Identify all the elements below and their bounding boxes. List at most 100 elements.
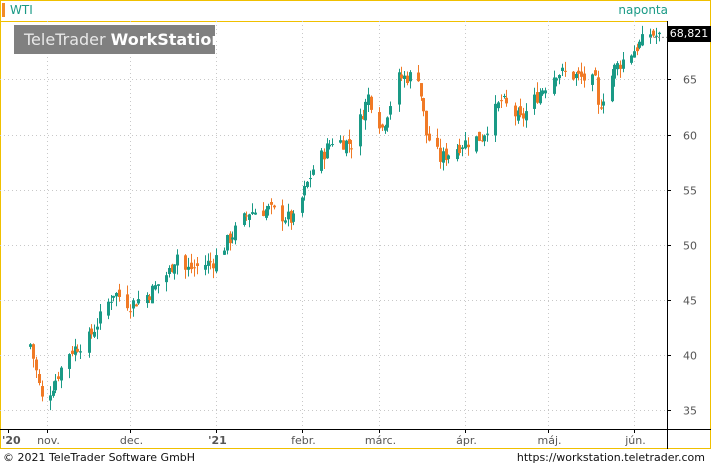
candle-body [345,140,348,154]
candle-body [558,75,561,79]
candle-body [458,144,461,153]
candle-body [367,94,370,106]
ytick-label-65: 65 [683,74,697,87]
watermark-bold: WorkStation [110,30,223,49]
candle-body [284,220,287,223]
candle-body [600,107,603,109]
candle-body [96,326,99,330]
candle-body [464,140,467,149]
xtick-label-4: febr. [291,434,316,447]
candle-body [633,51,636,58]
candle-body [541,90,544,95]
candle-body [74,346,77,355]
candle-body [500,100,503,102]
candle-body [544,90,547,94]
last-price-marker: 68,821 [667,26,711,42]
candle-body [171,264,174,272]
xtick-label-3: '21 [208,434,227,447]
xtick-label-1: nov. [37,434,60,447]
candle-body [267,205,270,210]
candle-body [262,210,265,216]
candle-body [309,178,312,180]
candle-body [154,285,157,290]
candle-body [173,264,176,274]
candle-body [204,264,207,270]
candle-body [57,376,60,379]
candle-body [41,386,44,397]
candle-body [151,285,154,304]
candle-body [209,261,212,263]
ytick-label-50: 50 [683,240,697,253]
candle-body [497,102,500,109]
symbol-label[interactable]: WTI [2,3,33,17]
chart-frame [0,0,711,449]
candle-body [187,266,190,270]
candle-body [422,98,425,112]
copyright-text: © 2021 TeleTrader Software GmbH [3,451,196,464]
candle-body [290,210,293,223]
candle-body [328,144,331,147]
candle-body [442,151,445,163]
candle-body [478,131,481,141]
candle-body [641,34,644,46]
candle-body [303,185,306,196]
candle-body [630,55,633,63]
candle-body [52,390,55,396]
candle-body [403,75,406,80]
candle-body [226,234,229,251]
candle-body [398,72,401,105]
source-url[interactable]: https://workstation.teletrader.com [516,451,705,464]
candle-body [79,351,82,353]
candle-body [129,311,132,313]
candle-body [649,34,652,38]
candle-body [575,74,578,79]
candle-body [580,71,583,77]
candle-body [439,147,442,162]
candle-body [619,64,622,69]
period-label[interactable]: naponta [618,3,668,17]
candle-body [519,106,522,116]
candle-body [184,255,187,270]
ytick-label-55: 55 [683,185,697,198]
candle-body [60,367,63,381]
candle-body [112,295,115,298]
candle-body [231,237,234,240]
candle-body [417,72,420,82]
candle-body [577,70,580,74]
candle-body [389,106,392,115]
candle-body [522,113,525,119]
candle-body [176,254,179,266]
candle-body [32,344,35,359]
candle-body [348,139,351,144]
candle-body [234,225,237,241]
candle-body [505,97,508,104]
candle-body [359,114,362,147]
candle-body [76,348,79,352]
candle-body [436,137,439,147]
candle-body [135,304,138,307]
candle-body [583,73,586,81]
candle-body [126,294,129,309]
candle-body [190,262,193,270]
candle-body [494,103,497,136]
candle-body [146,295,149,304]
candle-body [107,301,110,316]
candle-body [99,311,102,324]
candle-body [320,150,323,171]
xtick-label-5: márc. [365,434,396,447]
candle-body [342,140,345,150]
candle-body [281,205,284,222]
candle-body [602,101,605,106]
candle-body [265,209,268,218]
candle-body [406,75,409,83]
candle-body [350,148,353,150]
candle-body [561,67,564,72]
candle-body [331,144,334,146]
ytick-label-40: 40 [683,350,697,363]
candle-body [525,111,528,121]
candle-body [287,211,290,220]
candle-body [312,169,315,175]
candle-body [273,205,276,208]
candle-body [148,296,151,301]
candle-body [652,30,655,36]
